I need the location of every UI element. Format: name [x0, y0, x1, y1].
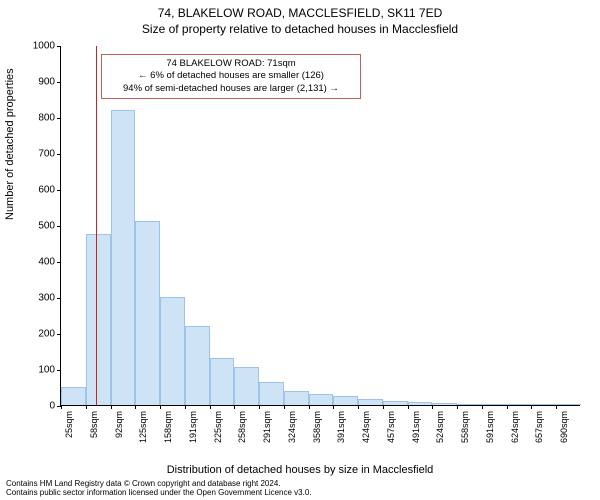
x-tick-mark	[482, 405, 483, 409]
x-tick-label: 591sqm	[485, 411, 495, 443]
y-tick-mark	[57, 82, 61, 83]
histogram-bar	[556, 404, 581, 405]
x-tick-mark	[135, 405, 136, 409]
histogram-bar	[333, 396, 358, 405]
y-tick-mark	[57, 118, 61, 119]
x-tick-mark	[309, 405, 310, 409]
annotation-line: 94% of semi-detached houses are larger (…	[108, 83, 354, 95]
footer-line1: Contains HM Land Registry data © Crown c…	[6, 479, 312, 489]
x-tick-mark	[259, 405, 260, 409]
x-tick-label: 225sqm	[213, 411, 223, 443]
x-tick-mark	[210, 405, 211, 409]
histogram-bar	[259, 382, 284, 405]
x-tick-label: 191sqm	[188, 411, 198, 443]
x-tick-mark	[160, 405, 161, 409]
y-tick-label: 700	[21, 149, 61, 160]
y-tick-label: 0	[21, 401, 61, 412]
x-tick-label: 690sqm	[559, 411, 569, 443]
x-tick-mark	[185, 405, 186, 409]
x-tick-label: 657sqm	[534, 411, 544, 443]
x-tick-mark	[556, 405, 557, 409]
y-axis-label: Number of detached properties	[4, 68, 16, 220]
x-tick-label: 258sqm	[237, 411, 247, 443]
x-tick-label: 391sqm	[336, 411, 346, 443]
y-tick-mark	[57, 334, 61, 335]
y-tick-label: 500	[21, 221, 61, 232]
y-tick-label: 1000	[21, 41, 61, 52]
footer-line2: Contains public sector information licen…	[6, 488, 312, 498]
y-tick-label: 800	[21, 113, 61, 124]
y-tick-mark	[57, 154, 61, 155]
x-tick-mark	[86, 405, 87, 409]
x-tick-label: 291sqm	[262, 411, 272, 443]
histogram-plot: 0100200300400500600700800900100025sqm58s…	[60, 46, 580, 406]
y-tick-label: 400	[21, 257, 61, 268]
histogram-bar	[507, 404, 532, 405]
annotation-line: ← 6% of detached houses are smaller (126…	[108, 70, 354, 82]
histogram-bar	[309, 394, 334, 405]
chart-area: 0100200300400500600700800900100025sqm58s…	[60, 46, 580, 406]
y-tick-label: 600	[21, 185, 61, 196]
x-tick-mark	[432, 405, 433, 409]
x-tick-label: 358sqm	[312, 411, 322, 443]
x-tick-mark	[507, 405, 508, 409]
x-tick-mark	[408, 405, 409, 409]
x-tick-label: 324sqm	[287, 411, 297, 443]
y-tick-mark	[57, 370, 61, 371]
x-axis-label: Distribution of detached houses by size …	[0, 464, 600, 476]
annotation-line: 74 BLAKELOW ROAD: 71sqm	[108, 58, 354, 70]
histogram-bar	[358, 399, 383, 405]
footer-attribution: Contains HM Land Registry data © Crown c…	[6, 479, 312, 498]
y-tick-mark	[57, 262, 61, 263]
histogram-bar	[482, 404, 507, 405]
x-tick-mark	[358, 405, 359, 409]
y-tick-label: 100	[21, 365, 61, 376]
y-tick-mark	[57, 190, 61, 191]
histogram-bar	[531, 404, 556, 405]
x-tick-label: 25sqm	[64, 411, 74, 438]
histogram-bar	[160, 297, 185, 405]
y-tick-label: 900	[21, 77, 61, 88]
histogram-bar	[135, 221, 160, 405]
x-tick-mark	[383, 405, 384, 409]
y-tick-label: 200	[21, 329, 61, 340]
x-tick-mark	[61, 405, 62, 409]
histogram-bar	[432, 403, 457, 405]
x-tick-label: 624sqm	[510, 411, 520, 443]
y-tick-mark	[57, 298, 61, 299]
x-tick-mark	[234, 405, 235, 409]
annotation-box: 74 BLAKELOW ROAD: 71sqm← 6% of detached …	[101, 54, 361, 99]
histogram-bar	[457, 404, 482, 405]
x-tick-label: 424sqm	[361, 411, 371, 443]
x-tick-mark	[531, 405, 532, 409]
x-tick-label: 58sqm	[89, 411, 99, 438]
histogram-bar	[185, 326, 210, 405]
histogram-bar	[284, 391, 309, 405]
histogram-bar	[383, 401, 408, 405]
y-tick-mark	[57, 46, 61, 47]
histogram-bar	[408, 402, 433, 405]
x-tick-label: 92sqm	[114, 411, 124, 438]
histogram-bar	[234, 367, 259, 405]
y-tick-label: 300	[21, 293, 61, 304]
x-tick-label: 524sqm	[435, 411, 445, 443]
x-tick-label: 158sqm	[163, 411, 173, 443]
x-tick-mark	[457, 405, 458, 409]
title-line1: 74, BLAKELOW ROAD, MACCLESFIELD, SK11 7E…	[0, 6, 600, 20]
x-tick-mark	[333, 405, 334, 409]
reference-line	[96, 46, 97, 405]
y-tick-mark	[57, 226, 61, 227]
title-line2: Size of property relative to detached ho…	[0, 22, 600, 36]
histogram-bar	[210, 358, 235, 405]
histogram-bar	[111, 110, 136, 405]
x-tick-label: 457sqm	[386, 411, 396, 443]
x-tick-label: 491sqm	[411, 411, 421, 443]
x-tick-label: 558sqm	[460, 411, 470, 443]
histogram-bar	[86, 234, 111, 405]
x-tick-label: 125sqm	[138, 411, 148, 443]
histogram-bar	[61, 387, 86, 405]
x-tick-mark	[284, 405, 285, 409]
x-tick-mark	[111, 405, 112, 409]
